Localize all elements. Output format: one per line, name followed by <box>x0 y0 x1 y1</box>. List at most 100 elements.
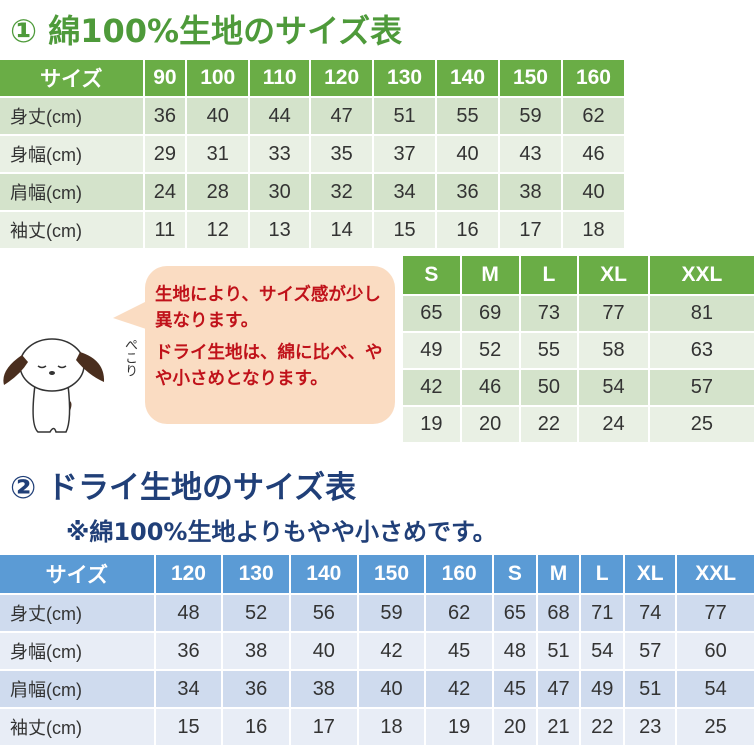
table-cell: 51 <box>374 98 436 134</box>
table-cell: 16 <box>223 709 289 745</box>
table-cell: 17 <box>290 709 357 745</box>
section1-title: ① 綿100%生地のサイズ表 <box>10 12 403 50</box>
table-cell: 12 <box>187 212 249 248</box>
table-row: 65 69 73 77 81 <box>403 296 754 331</box>
table-cell: 40 <box>187 98 249 134</box>
header-row: S M L XL XXL <box>403 256 754 294</box>
table-cell: 73 <box>520 296 578 331</box>
table-cell: 31 <box>187 136 249 172</box>
table-cell: 54 <box>581 633 624 669</box>
row-label: 身幅(cm) <box>0 633 154 669</box>
table-row: 肩幅(cm) 34 36 38 40 42 45 47 49 51 54 <box>0 671 754 707</box>
table-cell: 57 <box>625 633 676 669</box>
note-line-2: ドライ生地は、綿に比べ、やや小さめとなります。 <box>155 343 383 389</box>
table-cell: 36 <box>144 98 186 134</box>
table-cell: 13 <box>250 212 310 248</box>
header-cell: 140 <box>437 60 498 96</box>
header-row: サイズ 120 130 140 150 160 S M L XL XXL <box>0 555 754 593</box>
table-cell: 30 <box>250 174 310 210</box>
table-cell: 20 <box>461 407 519 442</box>
speech-bubble-tail <box>113 300 149 330</box>
header-cell: 120 <box>311 60 373 96</box>
table-row: 49 52 55 58 63 <box>403 333 754 368</box>
table-row: 身幅(cm) 36 38 40 42 45 48 51 54 57 60 <box>0 633 754 669</box>
header-cell: S <box>494 555 536 593</box>
table-cell: 54 <box>579 370 648 405</box>
table-cell: 38 <box>290 671 357 707</box>
table-row: 42 46 50 54 57 <box>403 370 754 405</box>
table-cell: 56 <box>290 595 357 631</box>
table-cell: 37 <box>374 136 436 172</box>
table-cell: 55 <box>437 98 498 134</box>
table-cell: 34 <box>155 671 222 707</box>
table-cell: 65 <box>494 595 536 631</box>
header-cell: 130 <box>223 555 289 593</box>
table-cell: 23 <box>625 709 676 745</box>
table-cell: 46 <box>562 136 624 172</box>
table-cell: 45 <box>426 633 492 669</box>
table-cell: 45 <box>494 671 536 707</box>
table-cell: 59 <box>358 595 425 631</box>
row-label: 身丈(cm) <box>0 595 154 631</box>
row-label: 袖丈(cm) <box>0 709 154 745</box>
table-cell: 15 <box>155 709 222 745</box>
header-cell: サイズ <box>0 60 143 96</box>
table-row: 袖丈(cm) 15 16 17 18 19 20 21 22 23 25 <box>0 709 754 745</box>
table-cell: 54 <box>677 671 754 707</box>
header-cell: XXL <box>677 555 754 593</box>
table-cell: 77 <box>677 595 754 631</box>
table-cell: 33 <box>250 136 310 172</box>
table-cell: 16 <box>437 212 498 248</box>
table-cell: 24 <box>579 407 648 442</box>
table-row: 身丈(cm) 48 52 56 59 62 65 68 71 74 77 <box>0 595 754 631</box>
header-cell: XXL <box>649 256 754 294</box>
header-cell: 150 <box>500 60 561 96</box>
table-cell: 43 <box>500 136 561 172</box>
table-cell: 18 <box>358 709 425 745</box>
table-cell: 20 <box>494 709 536 745</box>
table-cell: 69 <box>461 296 519 331</box>
table-cell: 40 <box>562 174 624 210</box>
table-cell: 63 <box>649 333 754 368</box>
header-cell: M <box>461 256 519 294</box>
table-cell: 58 <box>579 333 648 368</box>
header-row: サイズ 90 100 110 120 130 140 150 160 <box>0 60 624 96</box>
table-cell: 24 <box>144 174 186 210</box>
table-cell: 40 <box>358 671 425 707</box>
table-cell: 46 <box>461 370 519 405</box>
table-cell: 25 <box>649 407 754 442</box>
cotton-kids-size-table: サイズ 90 100 110 120 130 140 150 160 身丈(cm) 36 40 44 47… <box>0 58 626 250</box>
table-cell: 51 <box>537 633 580 669</box>
row-label: 肩幅(cm) <box>0 174 143 210</box>
section2-title: ② ドライ生地のサイズ表 <box>10 470 357 506</box>
table-cell: 77 <box>579 296 648 331</box>
table-cell: 48 <box>155 595 222 631</box>
table-cell: 47 <box>537 671 580 707</box>
table-cell: 52 <box>461 333 519 368</box>
table-cell: 50 <box>520 370 578 405</box>
table-cell: 71 <box>581 595 624 631</box>
row-label: 身丈(cm) <box>0 98 143 134</box>
table-cell: 19 <box>426 709 492 745</box>
header-cell: 160 <box>562 60 624 96</box>
header-cell: L <box>520 256 578 294</box>
table-cell: 36 <box>155 633 222 669</box>
table-cell: 17 <box>500 212 561 248</box>
row-label: 袖丈(cm) <box>0 212 143 248</box>
table-cell: 21 <box>537 709 580 745</box>
table-cell: 81 <box>649 296 754 331</box>
table-cell: 29 <box>144 136 186 172</box>
table-cell: 60 <box>677 633 754 669</box>
table-row: 19 20 22 24 25 <box>403 407 754 442</box>
table-cell: 40 <box>437 136 498 172</box>
header-cell: 110 <box>250 60 310 96</box>
table-cell: 18 <box>562 212 624 248</box>
header-cell: 120 <box>155 555 222 593</box>
table-cell: 47 <box>311 98 373 134</box>
table-cell: 62 <box>562 98 624 134</box>
dry-size-table: サイズ 120 130 140 150 160 S M L XL XXL 身丈(cm) 48 52 56 59… <box>0 553 756 747</box>
table-cell: 59 <box>500 98 561 134</box>
table-cell: 22 <box>581 709 624 745</box>
table-cell: 14 <box>311 212 373 248</box>
table-cell: 28 <box>187 174 249 210</box>
